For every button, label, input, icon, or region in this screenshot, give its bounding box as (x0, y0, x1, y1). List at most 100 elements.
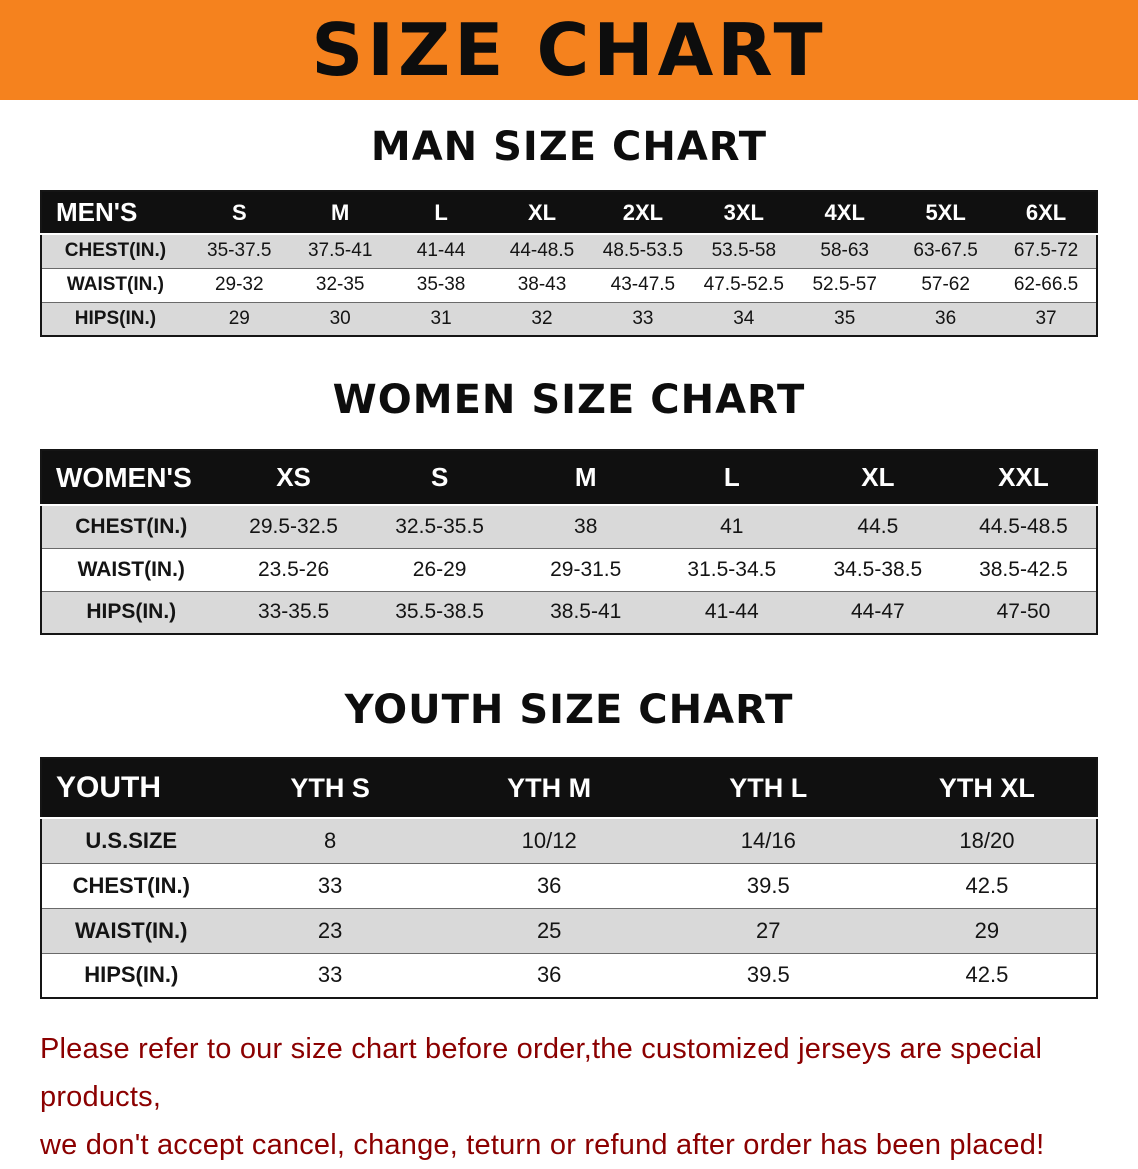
size-value-cell: 35.5-38.5 (395, 600, 484, 624)
row-label: WAIST(IN.) (77, 557, 185, 581)
size-value-cell: 31 (430, 307, 452, 329)
size-column-header: 6XL (996, 191, 1097, 234)
size-value-cell: 31.5-34.5 (687, 557, 777, 581)
table-header-row: WOMEN'S XS S M L XL XXL (41, 450, 1097, 505)
size-value-cell: 37.5-41 (307, 240, 373, 262)
size-chart-banner: SIZE CHART (0, 0, 1138, 100)
disclaimer-line-1: Please refer to our size chart before or… (40, 1033, 1043, 1113)
table-row: CHEST(IN.) 33 36 39.5 42.5 (41, 863, 1097, 908)
size-value-cell: 23 (317, 917, 343, 943)
size-column-header: YTH L (658, 758, 878, 818)
size-value-cell: 30 (329, 307, 351, 329)
size-value-cell: 63-67.5 (913, 240, 978, 262)
size-column-header: 2XL (592, 191, 694, 234)
table-corner-label: WOMEN'S (41, 450, 221, 505)
size-value-cell: 33 (632, 307, 654, 329)
table-row: WAIST(IN.) 23 25 27 29 (41, 908, 1097, 953)
size-value-cell: 41-44 (704, 600, 759, 624)
men-size-section: MAN SIZE CHART MEN'S S M L XL 2XL 3XL 4XL 5XL 6XL… (0, 124, 1138, 337)
size-value-cell: 39.5 (746, 872, 790, 898)
size-value-cell: 41 (720, 514, 744, 538)
size-value-cell: 29-32 (214, 274, 264, 295)
men-size-table: MEN'S S M L XL 2XL 3XL 4XL 5XL 6XL CHEST(IN.) 35-3… (40, 190, 1098, 337)
size-value-cell: 67.5-72 (1013, 240, 1079, 262)
size-column-header: XL (804, 450, 951, 505)
size-value-cell: 34.5-38.5 (833, 557, 923, 581)
size-value-cell: 34 (733, 307, 755, 329)
size-value-cell: 44-47 (851, 600, 905, 624)
size-column-header: XS (220, 450, 367, 505)
size-column-header: XXL (950, 450, 1097, 505)
size-value-cell: 39.5 (746, 962, 790, 988)
size-column-header: YTH S (220, 758, 440, 818)
size-value-cell: 8 (323, 827, 337, 853)
size-value-cell: 44.5-48.5 (979, 514, 1068, 538)
table-header-row: MEN'S S M L XL 2XL 3XL 4XL 5XL 6XL (41, 191, 1097, 234)
size-value-cell: 44-48.5 (509, 240, 575, 262)
table-row: WAIST(IN.) 23.5-26 26-29 29-31.5 31.5-34.5 34… (41, 548, 1097, 591)
size-value-cell: 43-47.5 (610, 274, 676, 295)
table-row: HIPS(IN.) 29 30 31 32 33 34 35 36 37 (41, 302, 1097, 336)
size-value-cell: 58-63 (820, 240, 870, 262)
size-value-cell: 27 (756, 917, 781, 943)
size-value-cell: 36 (935, 307, 957, 329)
size-value-cell: 36 (536, 872, 562, 898)
size-column-header: 4XL (794, 191, 896, 234)
row-label: CHEST(IN.) (72, 872, 190, 898)
size-value-cell: 42.5 (965, 872, 1009, 898)
size-value-cell: 32-35 (315, 274, 365, 295)
size-value-cell: 38.5-42.5 (979, 557, 1068, 581)
row-label: U.S.SIZE (85, 827, 178, 853)
size-column-header: S (366, 450, 513, 505)
size-column-header: YTH M (439, 758, 659, 818)
size-value-cell: 29-31.5 (550, 557, 622, 581)
men-section-heading: MAN SIZE CHART (370, 124, 768, 170)
row-label: CHEST(IN.) (64, 240, 167, 262)
size-value-cell: 10/12 (521, 827, 577, 853)
size-value-cell: 38.5-41 (550, 600, 622, 624)
size-column-header: 3XL (693, 191, 795, 234)
size-value-cell: 25 (536, 917, 562, 943)
table-header-row: YOUTH YTH S YTH M YTH L YTH XL (41, 758, 1097, 818)
size-value-cell: 29 (228, 307, 250, 329)
size-value-cell: 53.5-58 (711, 240, 777, 262)
size-value-cell: 38-43 (517, 274, 567, 295)
size-value-cell: 14/16 (740, 827, 796, 853)
table-row: CHEST(IN.) 29.5-32.5 32.5-35.5 38 41 44.5 44.5… (41, 505, 1097, 548)
size-column-header: 5XL (895, 191, 997, 234)
size-value-cell: 23.5-26 (257, 557, 330, 581)
size-value-cell: 35 (834, 307, 856, 329)
size-column-header: L (390, 191, 492, 234)
size-value-cell: 29.5-32.5 (249, 514, 338, 538)
size-value-cell: 42.5 (965, 962, 1009, 988)
size-value-cell: 36 (536, 962, 562, 988)
size-value-cell: 26-29 (412, 557, 467, 581)
table-row: HIPS(IN.) 33 36 39.5 42.5 (41, 953, 1097, 998)
youth-size-table: YOUTH YTH S YTH M YTH L YTH XL U.S.SIZE 8 10/1… (40, 757, 1098, 999)
size-column-header: S (188, 191, 290, 234)
size-value-cell: 47-50 (996, 600, 1051, 624)
table-row: HIPS(IN.) 33-35.5 35.5-38.5 38.5-41 41-44 44-… (41, 591, 1097, 634)
size-value-cell: 44.5 (857, 514, 899, 538)
women-size-section: WOMEN SIZE CHART WOMEN'S XS S M L XL XXL CHEST… (0, 377, 1138, 635)
youth-section-heading: YOUTH SIZE CHART (344, 687, 794, 733)
disclaimer: Please refer to our size chart before or… (40, 1025, 1098, 1169)
size-value-cell: 35-38 (416, 274, 466, 295)
size-value-cell: 38 (574, 514, 598, 538)
size-value-cell: 62-66.5 (1013, 274, 1079, 295)
row-label: HIPS(IN.) (74, 307, 157, 329)
size-value-cell: 33-35.5 (257, 600, 330, 624)
size-column-header: L (658, 450, 805, 505)
table-corner-label: YOUTH (41, 758, 221, 818)
disclaimer-line-2: we don't accept cancel, change, teturn o… (40, 1129, 1045, 1161)
row-label: HIPS(IN.) (86, 600, 177, 624)
row-label: CHEST(IN.) (75, 514, 188, 538)
size-value-cell: 33 (317, 872, 343, 898)
table-row: WAIST(IN.) 29-32 32-35 35-38 38-43 43-47.5 47.… (41, 268, 1097, 302)
size-value-cell: 32 (531, 307, 553, 329)
size-column-header: M (512, 450, 659, 505)
size-value-cell: 47.5-52.5 (703, 274, 784, 295)
youth-size-section: YOUTH SIZE CHART YOUTH YTH S YTH M YTH L YTH… (0, 687, 1138, 999)
women-section-heading: WOMEN SIZE CHART (332, 377, 806, 423)
size-value-cell: 48.5-53.5 (602, 240, 684, 262)
